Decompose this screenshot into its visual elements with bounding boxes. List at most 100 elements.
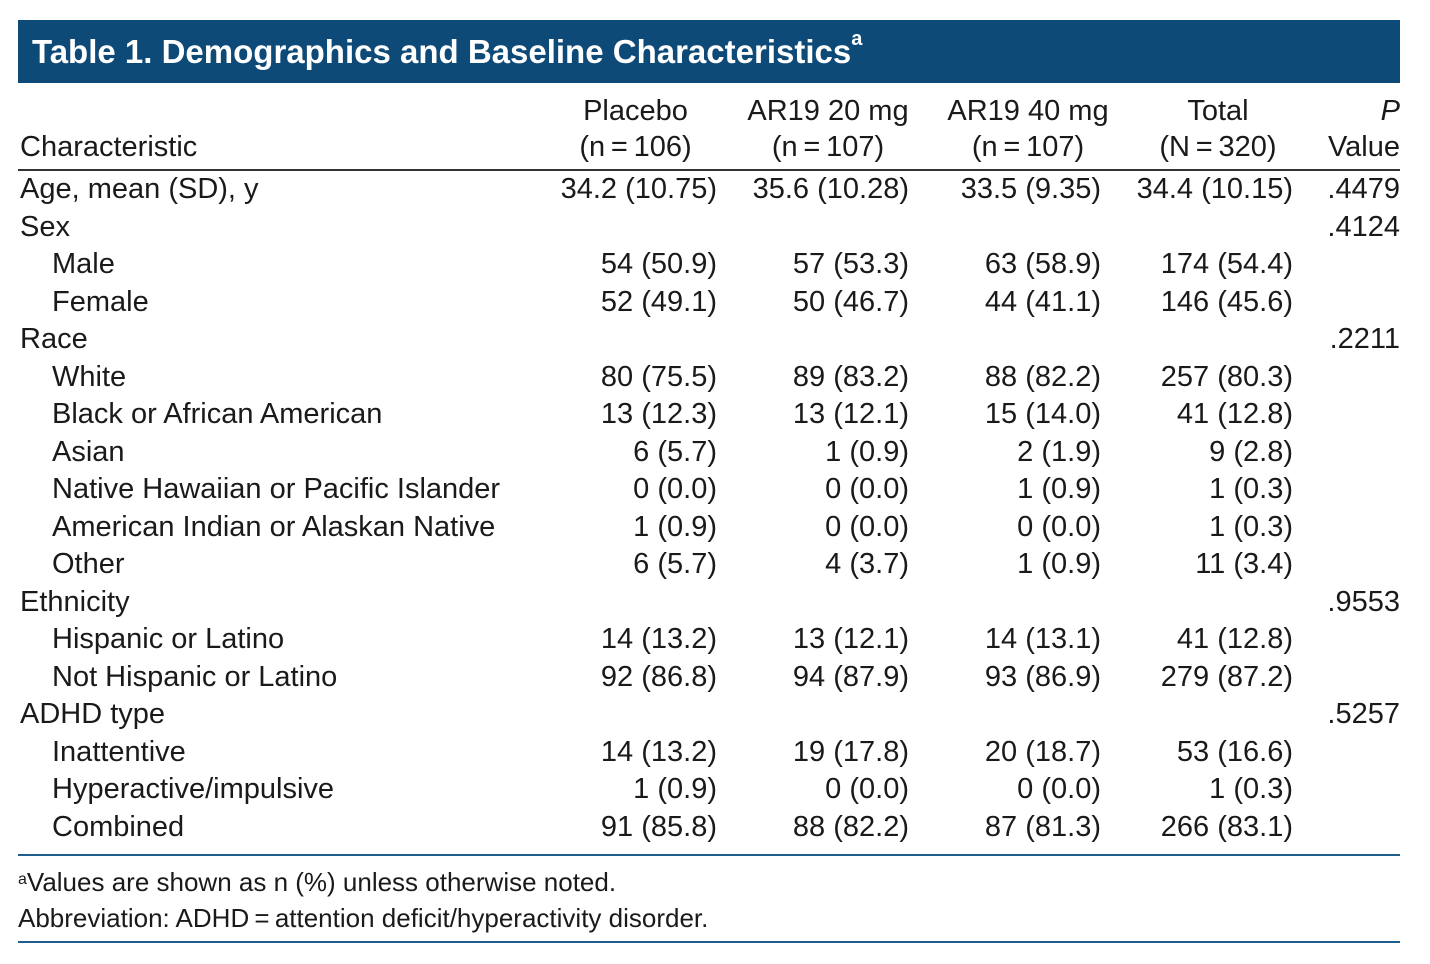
cell-total: 9 (2.8) [1209,435,1293,468]
table-row: White 80 (75.5) 89 (83.2) 88 (82.2) 257 (80.… [18,359,1400,397]
cell-total [1133,584,1303,622]
cell-ar19-20mg: 88 (82.2) [792,810,909,843]
cell-placebo [538,321,733,359]
cell-ar19-20mg [733,209,923,247]
cell-placebo: 80 (75.5) [600,360,717,393]
table-row: Native Hawaiian or Pacific Islander 0 (0.… [18,471,1400,509]
row-label: ADHD type [20,698,166,730]
header-placebo-name: Placebo [583,95,688,127]
row-label: White [52,360,127,393]
row-label: Race [20,323,88,355]
cell-p-value [1303,246,1400,284]
cell-ar19-40mg: 15 (14.0) [984,398,1101,430]
cell-placebo: 14 (13.2) [600,623,717,655]
cell-placebo: 54 (50.9) [600,248,717,280]
table-title: Table 1. Demographics and Baseline Chara… [18,20,1400,83]
header-ar19-40mg-name: AR19 40 mg [947,95,1109,127]
header-placebo: Placebo (n = 106) [538,90,733,170]
table-bottom-rule [18,854,1400,856]
row-label: Asian [52,435,125,468]
row-label: Sex [20,210,70,243]
cell-ar19-20mg: 4 (3.7) [825,548,909,580]
cell-placebo [538,209,733,247]
demographics-table: Characteristic Placebo (n = 106) AR19 20… [18,90,1400,846]
cell-ar19-20mg: 1 (0.9) [825,435,909,468]
cell-placebo: 92 (86.8) [600,660,717,693]
cell-placebo: 0 (0.0) [633,473,717,505]
cell-placebo [538,696,733,734]
row-label: Ethnicity [20,585,130,618]
cell-total: 53 (16.6) [1176,735,1293,768]
row-label: Hispanic or Latino [52,623,285,655]
cell-ar19-40mg: 33.5 (9.35) [960,173,1101,205]
cell-p-value [1303,546,1400,584]
table-row: Other 6 (5.7) 4 (3.7) 1 (0.9) 11 (3.4) [18,546,1400,584]
cell-p-value: .4124 [1327,210,1400,243]
cell-ar19-40mg: 88 (82.2) [984,360,1101,393]
cell-ar19-40mg: 0 (0.0) [1017,510,1101,543]
header-p-letter: P [1380,95,1400,127]
cell-total: 34.4 (10.15) [1136,173,1293,205]
header-ar19-40mg-n: (n = 107) [971,131,1085,163]
table-row: Female 52 (49.1) 50 (46.7) 44 (41.1) 146 (45… [18,284,1400,322]
footnote-abbreviation: Abbreviation: ADHD = attention deficit/h… [18,903,709,933]
table-row: Combined 91 (85.8) 88 (82.2) 87 (81.3) 266 (… [18,809,1400,847]
table-row: Ethnicity .9553 [18,584,1400,622]
cell-total [1133,209,1303,247]
cell-total: 279 (87.2) [1160,660,1293,693]
cell-ar19-20mg: 89 (83.2) [792,360,909,393]
cell-placebo: 34.2 (10.75) [560,173,717,205]
cell-total: 257 (80.3) [1160,360,1293,393]
footnote-a: aValues are shown as n (%) unless otherw… [18,864,616,900]
table-row: Asian 6 (5.7) 1 (0.9) 2 (1.9) 9 (2.8) [18,434,1400,472]
cell-total: 1 (0.3) [1209,773,1293,805]
cell-ar19-20mg: 0 (0.0) [825,773,909,805]
table-row: Male 54 (50.9) 57 (53.3) 63 (58.9) 174 (54.4… [18,246,1400,284]
cell-placebo: 14 (13.2) [600,735,717,768]
cell-placebo: 13 (12.3) [600,398,717,430]
cell-total: 266 (83.1) [1160,810,1293,843]
footnote-a-text: Values are shown as n (%) unless otherwi… [26,867,617,897]
cell-placebo: 6 (5.7) [633,435,717,468]
cell-p-value [1303,396,1400,434]
cell-ar19-20mg: 19 (17.8) [792,735,909,768]
row-label: Hyperactive/impulsive [52,773,335,805]
row-label: Other [52,548,125,580]
table-title-text: Table 1. Demographics and Baseline Chara… [32,32,852,70]
cell-ar19-40mg: 0 (0.0) [1017,773,1101,805]
cell-total: 41 (12.8) [1176,623,1293,655]
cell-p-value [1303,434,1400,472]
table-row: Inattentive 14 (13.2) 19 (17.8) 20 (18.7) 53… [18,734,1400,772]
cell-p-value [1303,359,1400,397]
header-ar19-20mg-name: AR19 20 mg [747,95,909,127]
row-label: American Indian or Alaskan Native [52,510,496,543]
cell-p-value [1303,734,1400,772]
row-label: Native Hawaiian or Pacific Islander [52,473,501,505]
title-footnote-mark: a [851,28,863,50]
cell-total: 174 (54.4) [1160,248,1293,280]
cell-ar19-40mg [923,696,1133,734]
cell-ar19-20mg: 13 (12.1) [792,398,909,430]
cell-ar19-20mg: 0 (0.0) [825,473,909,505]
row-label: Age, mean (SD), y [20,173,259,205]
cell-ar19-20mg: 13 (12.1) [792,623,909,655]
cell-total: 1 (0.3) [1209,473,1293,505]
cell-placebo: 52 (49.1) [600,285,717,318]
cell-placebo: 91 (85.8) [600,810,717,843]
header-value-word: Value [1327,131,1400,163]
cell-p-value: .2211 [1329,323,1400,355]
cell-ar19-20mg [733,696,923,734]
cell-ar19-20mg: 94 (87.9) [792,660,909,693]
cell-ar19-40mg [923,584,1133,622]
cell-ar19-40mg: 1 (0.9) [1017,473,1101,505]
cell-total: 1 (0.3) [1209,510,1293,543]
cell-p-value [1303,471,1400,509]
table-row: ADHD type .5257 [18,696,1400,734]
cell-p-value [1303,284,1400,322]
cell-p-value [1303,621,1400,659]
cell-placebo [538,584,733,622]
row-label: Combined [52,810,185,843]
cell-p-value [1303,771,1400,809]
cell-total: 41 (12.8) [1176,398,1293,430]
cell-ar19-20mg: 57 (53.3) [792,248,909,280]
